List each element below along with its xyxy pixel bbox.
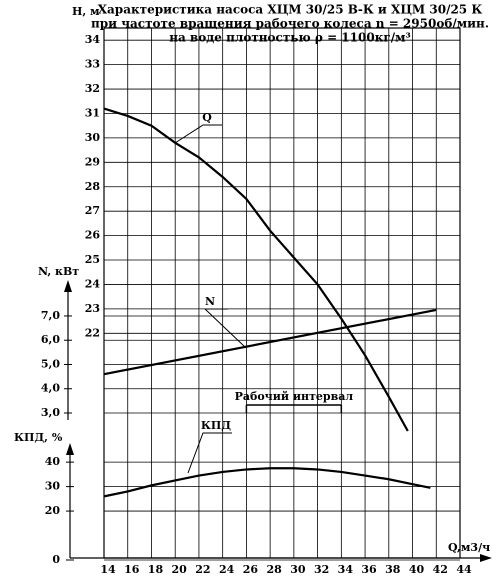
y-tick-label: 31 [85,106,100,119]
series-label: N [205,295,215,308]
y3-tick-label: 40 [45,455,61,468]
y-tick-label: 28 [85,180,101,193]
x-tick-label: 14 [100,563,116,576]
y-tick-label: 25 [85,253,100,266]
x-tick-label: 34 [338,563,354,576]
x-tick-label: 38 [385,563,401,576]
chart-subtitle: при частоте вращения рабочего колеса n =… [91,17,489,31]
chart-title: Характеристика насоса ХЦМ 30/25 В-К и ХЦ… [98,3,483,17]
y3-axis-label: КПД, % [14,431,63,444]
y2-tick-label: 3,0 [41,406,60,419]
y-tick-label: 23 [85,302,100,315]
y-tick-label: 32 [85,82,100,95]
y-tick-label: 24 [85,277,101,290]
y-tick-label: 33 [85,58,100,71]
interval-label: Рабочий интервал [235,390,354,403]
y-tick-label: 30 [85,131,101,144]
leader-line [187,432,232,474]
y2-axis-arrow [64,280,72,292]
x-tick-label: 22 [195,563,210,576]
x-tick-label: 40 [409,563,425,576]
curve [103,308,437,376]
leader-line [174,124,222,144]
y2-tick-label: 7,0 [41,309,60,322]
y-tick-label: 34 [85,33,101,46]
series-label: Q [202,111,212,124]
x-tick-label: 30 [290,563,306,576]
series-label: КПД [201,419,231,432]
x-tick-label: 44 [456,563,472,576]
x-tick-label: 20 [172,563,188,576]
y3-tick-label: 0 [52,553,60,566]
y3-tick-label: 30 [45,480,61,493]
leader-line [203,308,246,348]
y3-axis-arrow [66,443,74,455]
y-axis-label: H, м [72,5,100,18]
y2-tick-label: 6,0 [41,333,60,346]
x-axis-label: Q,м3/ч [448,541,490,554]
x-tick-label: 16 [124,563,140,576]
x-tick-label: 42 [433,563,448,576]
y2-axis-label: N, кВт [38,265,79,278]
x-axis-arrow [480,554,492,562]
x-tick-label: 18 [148,563,164,576]
y2-tick-label: 4,0 [41,382,60,395]
x-tick-label: 36 [361,563,377,576]
x-tick-label: 26 [243,563,259,576]
x-tick-label: 32 [314,563,329,576]
y3-tick-label: 20 [45,504,61,517]
chart-subtitle: на воде плотностью ρ = 1100кг/м³ [169,31,411,45]
y-tick-label: 29 [85,155,100,168]
curve [103,467,431,498]
y-tick-label: 26 [85,229,101,242]
plot-frame [103,27,461,559]
y-tick-label: 22 [85,326,100,339]
x-tick-label: 28 [266,563,282,576]
curve [103,107,409,432]
y-tick-label: 27 [85,204,100,217]
x-tick-label: 24 [219,563,235,576]
y2-tick-label: 5,0 [41,357,60,370]
